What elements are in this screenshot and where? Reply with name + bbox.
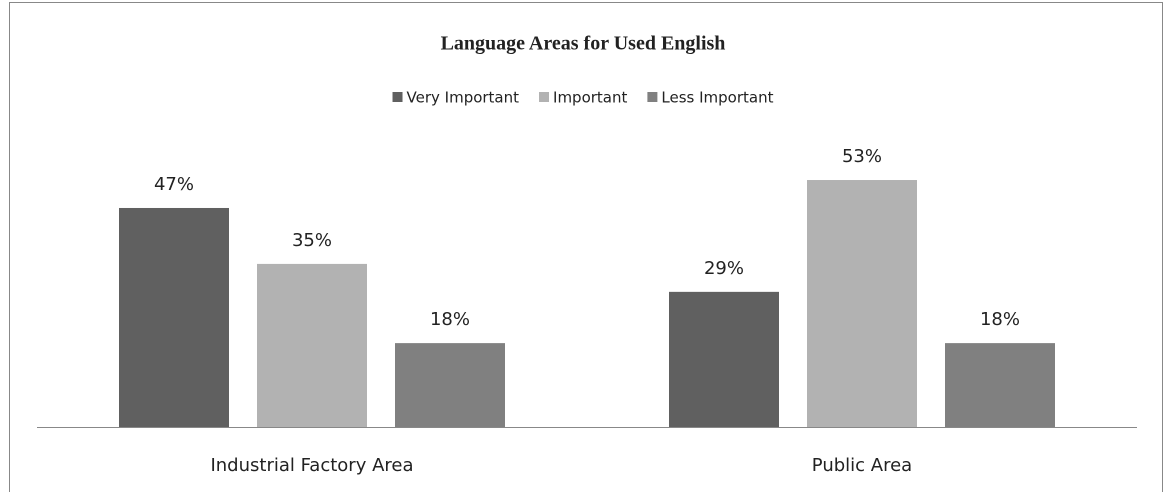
bar (807, 180, 917, 427)
legend-label: Less Important (661, 89, 773, 107)
data-label: 53% (842, 146, 882, 167)
chart-title: Language Areas for Used English (441, 33, 726, 55)
data-label: 18% (980, 309, 1020, 330)
bar (945, 343, 1055, 427)
bar (257, 263, 367, 427)
x-tick-label: Public Area (812, 455, 912, 476)
data-label: 47% (154, 174, 194, 195)
bar (395, 343, 505, 427)
x-tick-label: Industrial Factory Area (210, 455, 413, 476)
legend-label: Important (553, 89, 627, 107)
bar (119, 207, 229, 427)
legend-swatch (539, 92, 550, 102)
legend-label: Very Important (407, 89, 520, 107)
legend-swatch (647, 92, 658, 102)
data-label: 35% (292, 230, 332, 251)
chart-frame (9, 2, 1163, 492)
legend-swatch (392, 92, 403, 102)
data-label: 18% (430, 309, 470, 330)
data-label: 29% (704, 258, 744, 279)
bar (669, 291, 779, 427)
